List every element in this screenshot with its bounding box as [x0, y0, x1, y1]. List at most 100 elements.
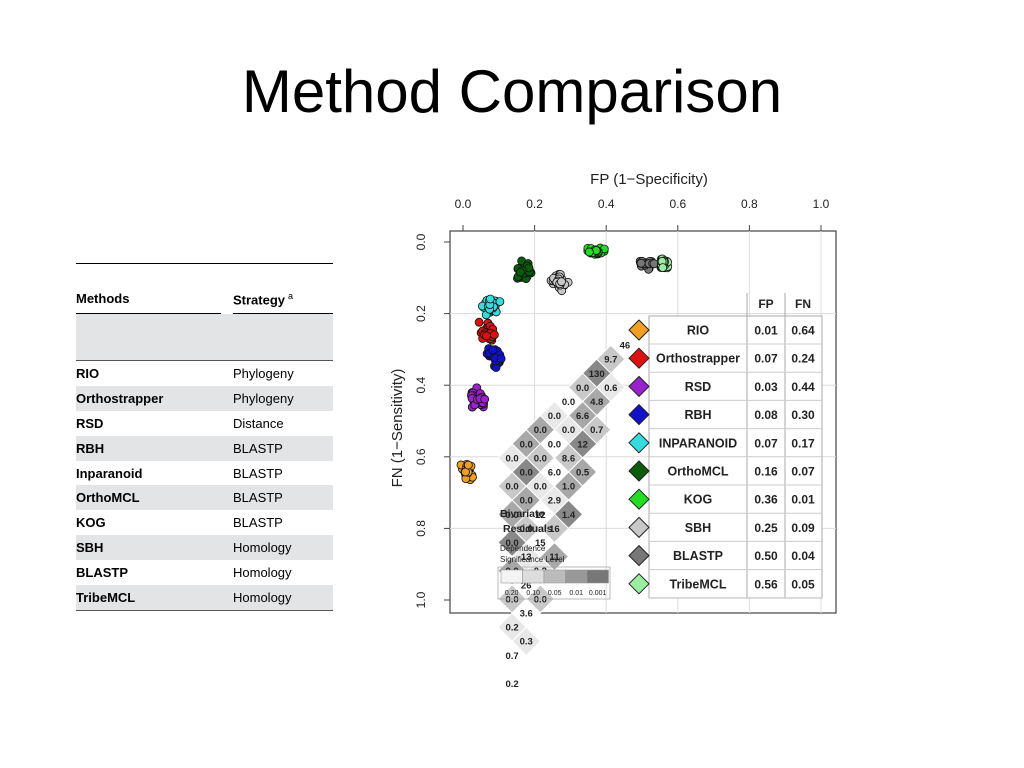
data-point	[584, 247, 594, 257]
method-name: Inparanoid	[76, 465, 143, 481]
method-name: RBH	[76, 440, 105, 456]
methods-table: Methods Strategy a RIO Phylogeny Orthostrap…	[76, 263, 333, 611]
fn-value: 0.01	[791, 493, 815, 507]
data-point	[636, 258, 646, 268]
method-strategy: BLASTP	[233, 465, 283, 481]
table-row: OrthoMCL BLASTP	[76, 485, 333, 511]
method-diamond-marker	[628, 516, 650, 539]
method-name: TribeMCL	[76, 590, 136, 606]
method-diamond-marker	[628, 573, 650, 595]
method-diamond-marker	[628, 319, 650, 341]
method-diamond-marker	[628, 347, 650, 369]
fp-value: 0.56	[754, 577, 778, 591]
method-name: Orthostrapper	[76, 390, 164, 406]
legend-swatch-label: 0.10	[526, 590, 540, 597]
legend-title-line: Dependence	[500, 544, 546, 553]
fn-value: 0.07	[791, 465, 815, 479]
fn-value: 0.05	[791, 577, 815, 591]
residual-value: 0.0	[520, 468, 533, 479]
data-point	[495, 297, 505, 306]
residual-value: 0.0	[534, 453, 547, 464]
method-diamond-marker	[628, 432, 650, 454]
residuals-label-line: Bivariate	[500, 508, 545, 520]
method-diamond-marker	[628, 375, 650, 398]
residual-value: 0.0	[505, 538, 518, 549]
data-point	[482, 331, 491, 341]
slide-title: Method Comparison	[241, 58, 783, 125]
residual-value: 0.0	[576, 383, 589, 394]
method-strategy: Distance	[233, 415, 284, 431]
legend-method-label: RIO	[687, 324, 710, 338]
residual-value: 15	[535, 538, 546, 549]
fn-value: 0.44	[791, 380, 815, 394]
legend-method-label: BLASTP	[673, 549, 723, 563]
residual-value: 0.0	[505, 482, 518, 493]
legend-method-label: SBH	[685, 521, 711, 535]
residual-value: 12	[577, 439, 588, 450]
fp-column-header: FP	[758, 297, 773, 311]
legend-swatch	[522, 569, 545, 584]
data-point	[485, 294, 495, 304]
residual-value: 130	[589, 369, 605, 380]
residual-value: 0.0	[562, 397, 575, 408]
x-tick-label: 0.4	[598, 197, 615, 211]
y-tick-label: 0.6	[414, 448, 428, 465]
strategy-header: Strategy a	[233, 291, 293, 307]
residual-value: 1.4	[562, 510, 576, 521]
method-diamond-marker	[628, 403, 650, 426]
x-tick-label: 0.0	[455, 197, 472, 211]
series-blastp	[635, 256, 659, 274]
residual-value: 0.0	[505, 510, 518, 521]
table-row: Orthostrapper Phylogeny	[76, 385, 333, 411]
residual-cell	[497, 612, 527, 642]
table-row: BLASTP Homology	[76, 560, 333, 585]
legend-swatch-label: 0.001	[589, 590, 607, 597]
method-name: RSD	[76, 415, 104, 431]
legend-swatch	[586, 569, 609, 584]
table-row: Inparanoid BLASTP	[76, 461, 333, 486]
method-diamond-marker	[628, 544, 650, 567]
fn-value: 0.30	[791, 408, 815, 422]
series-orthomcl	[513, 256, 536, 284]
fn-column-header: FN	[795, 297, 811, 311]
residual-value: 0.3	[520, 637, 533, 648]
y-tick-label: 0.4	[414, 377, 428, 394]
fp-value: 0.16	[754, 465, 778, 479]
residual-value: 46	[620, 341, 631, 352]
residual-value: 0.0	[534, 482, 547, 493]
series-kog	[583, 243, 609, 259]
data-point	[488, 345, 498, 355]
scatter-points	[456, 243, 673, 485]
residual-value: 2.9	[548, 496, 561, 507]
legend-frame	[497, 566, 611, 600]
residual-value: 0.7	[505, 651, 518, 662]
residual-value: 13	[521, 552, 532, 563]
residual-value: 3.6	[520, 609, 533, 620]
y-tick-label: 1.0	[414, 591, 428, 608]
residual-value: 0.5	[576, 468, 590, 479]
method-name: OrthoMCL	[76, 490, 140, 506]
residual-value: 4.8	[590, 397, 603, 408]
fn-value: 0.24	[791, 352, 815, 366]
table-top-rule	[76, 263, 333, 264]
legend-swatch	[500, 569, 523, 584]
data-point	[474, 317, 484, 327]
y-tick-label: 0.8	[414, 520, 428, 537]
table-row: KOG BLASTP	[76, 510, 333, 535]
method-diamond-marker	[628, 488, 650, 510]
legend-title-line: Significance Level	[500, 555, 565, 564]
residual-value: 0.0	[520, 439, 533, 450]
method-strategy: BLASTP	[233, 515, 283, 531]
legend-swatch-label: 0.01	[569, 590, 583, 597]
table-row: RIO Phylogeny	[76, 361, 333, 386]
legend-method-label: RSD	[685, 380, 711, 394]
fp-value: 0.08	[754, 408, 778, 422]
method-strategy: Homology	[233, 540, 292, 556]
method-name: KOG	[76, 515, 106, 531]
fn-value: 0.64	[791, 324, 815, 338]
residual-cell	[497, 668, 527, 699]
significance-legend: Dependence Significance Level 0.20 0.10 0.05…	[497, 544, 611, 600]
series-rsd	[467, 383, 490, 412]
table-row: RBH BLASTP	[76, 435, 333, 461]
